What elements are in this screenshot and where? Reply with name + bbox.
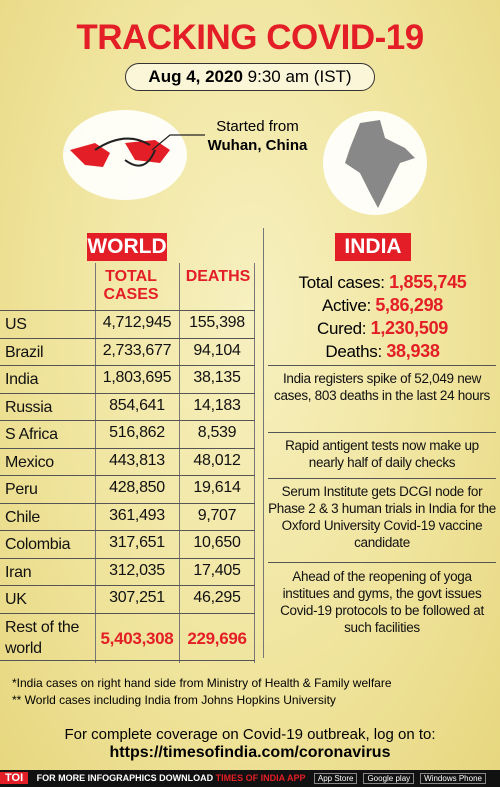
origin-label: Started from Wuhan, China bbox=[195, 117, 320, 155]
title: TRACKING COVID-19 bbox=[76, 18, 424, 57]
country: Russia bbox=[5, 398, 53, 416]
row-line bbox=[0, 337, 255, 339]
india-title: INDIA bbox=[335, 233, 411, 261]
country: India bbox=[5, 371, 39, 388]
row-line bbox=[0, 475, 255, 476]
cases: 1,803,695 bbox=[102, 369, 172, 386]
origin-line2: Wuhan, China bbox=[207, 137, 308, 154]
cases: 854,641 bbox=[109, 396, 165, 414]
row-line bbox=[0, 310, 255, 311]
deaths: 48,012 bbox=[193, 451, 241, 469]
cases: 307,251 bbox=[109, 589, 165, 606]
cases: 428,850 bbox=[109, 479, 165, 496]
cases: 2,733,677 bbox=[102, 341, 172, 359]
row-line bbox=[0, 557, 255, 559]
india-stat: Cured: 1,230,509 bbox=[265, 318, 500, 339]
country: Colombia bbox=[5, 536, 71, 553]
column-header: DEATHS bbox=[185, 268, 251, 285]
country: Chile bbox=[5, 508, 40, 526]
bottom-bar: TOI FOR MORE INFOGRAPHICS DOWNLOAD TIMES… bbox=[0, 770, 500, 787]
divider bbox=[263, 228, 264, 658]
stat-value: 5,86,298 bbox=[375, 295, 444, 315]
country: Peru bbox=[5, 481, 38, 498]
footer-url: https://timesofindia.com/coronavirus bbox=[109, 744, 391, 761]
world-map bbox=[63, 110, 187, 200]
news-line bbox=[268, 478, 496, 479]
world-title: WORLD bbox=[87, 233, 167, 261]
cases: 317,651 bbox=[109, 534, 165, 551]
country: UK bbox=[5, 591, 27, 608]
row-line bbox=[0, 612, 255, 614]
stat-value: 1,230,509 bbox=[370, 318, 449, 338]
deaths: 8,539 bbox=[197, 424, 237, 441]
deaths: 155,398 bbox=[189, 314, 245, 331]
row-line bbox=[0, 660, 255, 661]
news-item: India registers spike of 52,049 new case… bbox=[274, 371, 490, 403]
country: Iran bbox=[5, 563, 32, 581]
country: S Africa bbox=[5, 426, 58, 443]
footnote: *India cases on right hand side from Min… bbox=[12, 676, 392, 690]
news-item: Serum Institute gets DCGI node for Phase… bbox=[268, 484, 496, 550]
store-badge: Windows Phone bbox=[420, 773, 486, 784]
stat-label: Active: bbox=[321, 296, 371, 315]
footnote: ** World cases including India from John… bbox=[12, 693, 336, 707]
bar-app: TIMES OF INDIA APP bbox=[215, 773, 306, 783]
deaths: 14,183 bbox=[193, 396, 241, 414]
cases: 443,813 bbox=[109, 451, 165, 469]
india-stat: Total cases: 1,855,745 bbox=[265, 272, 500, 293]
cases: 5,403,308 bbox=[100, 628, 174, 648]
cases: 361,493 bbox=[109, 506, 165, 524]
news-item: Ahead of the reopening of yoga institues… bbox=[280, 569, 484, 635]
bar-text: FOR MORE INFOGRAPHICS DOWNLOAD bbox=[36, 773, 214, 783]
row-line bbox=[0, 392, 255, 394]
country: Brazil bbox=[5, 343, 44, 361]
column-line bbox=[179, 263, 180, 663]
origin-line1: Started from bbox=[216, 118, 299, 135]
deaths: 46,295 bbox=[193, 589, 241, 606]
deaths: 10,650 bbox=[193, 534, 241, 551]
country: Rest of the world bbox=[5, 618, 80, 657]
india-stat: Deaths: 38,938 bbox=[265, 341, 500, 362]
india-stat: Active: 5,86,298 bbox=[265, 295, 500, 316]
deaths: 17,405 bbox=[193, 561, 241, 579]
stat-value: 1,855,745 bbox=[389, 272, 467, 292]
country: Mexico bbox=[5, 453, 54, 471]
row-line bbox=[0, 420, 255, 421]
pointer-line bbox=[151, 134, 205, 151]
stat-label: Total cases: bbox=[298, 273, 385, 292]
time: 9:30 am (IST) bbox=[247, 67, 352, 86]
stat-label: Cured: bbox=[316, 319, 367, 338]
news-line bbox=[268, 562, 496, 563]
store-badge: Google play bbox=[363, 773, 415, 784]
stat-label: Deaths: bbox=[325, 342, 382, 361]
country: US bbox=[5, 316, 27, 333]
deaths: 38,135 bbox=[193, 369, 241, 386]
column-line bbox=[95, 263, 96, 663]
deaths: 19,614 bbox=[193, 479, 241, 496]
deaths: 94,104 bbox=[193, 341, 241, 359]
cases: 312,035 bbox=[109, 561, 165, 579]
india-map bbox=[323, 111, 427, 215]
deaths: 229,696 bbox=[187, 628, 247, 648]
row-line bbox=[0, 530, 255, 531]
cases: 4,712,945 bbox=[102, 314, 172, 331]
store-badge: App Store bbox=[313, 773, 358, 784]
date: Aug 4, 2020 bbox=[148, 67, 243, 86]
stat-value: 38,938 bbox=[386, 341, 440, 361]
logo: TOI bbox=[0, 772, 29, 784]
news-line bbox=[268, 365, 496, 366]
deaths: 9,707 bbox=[197, 506, 237, 524]
row-line bbox=[0, 502, 255, 504]
news-line bbox=[268, 432, 496, 433]
row-line bbox=[0, 585, 255, 586]
column-header: TOTAL CASES bbox=[103, 268, 159, 303]
news-item: Rapid antigent tests now make up nearly … bbox=[285, 438, 479, 470]
column-line bbox=[254, 263, 255, 663]
date-pill: Aug 4, 2020 9:30 am (IST) bbox=[125, 63, 375, 91]
row-line bbox=[0, 365, 255, 366]
footer-line: For complete coverage on Covid-19 outbre… bbox=[64, 726, 436, 743]
row-line bbox=[0, 447, 255, 449]
cases: 516,862 bbox=[109, 424, 165, 441]
